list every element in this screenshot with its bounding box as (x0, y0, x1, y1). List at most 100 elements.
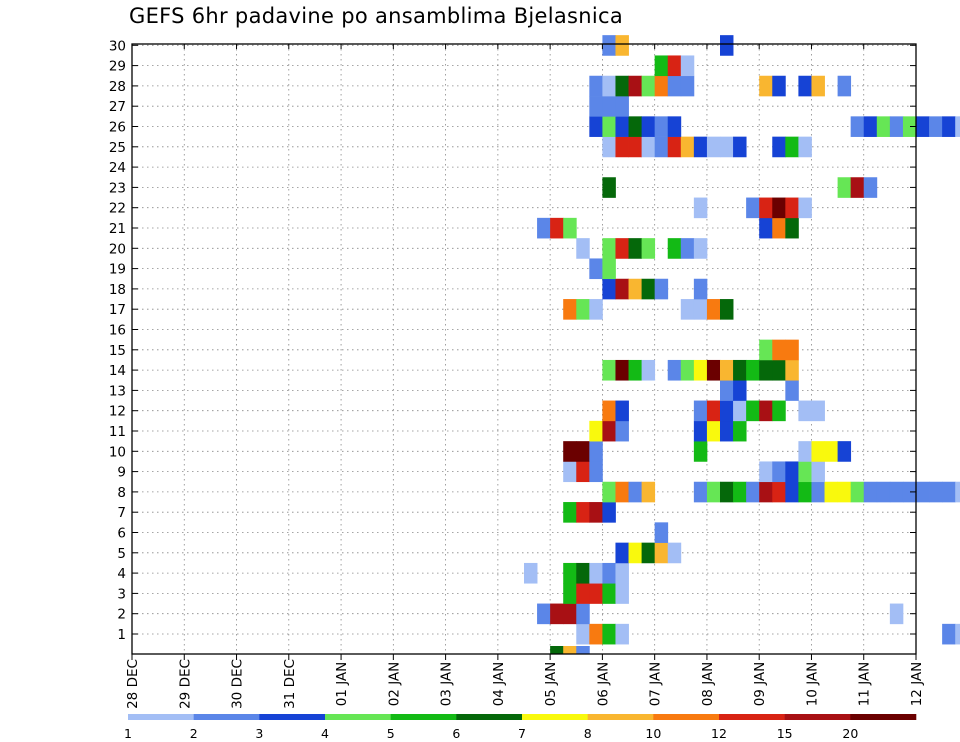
heatmap-cell (772, 75, 786, 97)
colorbar-label: 15 (777, 726, 793, 741)
heatmap-cell (589, 258, 603, 280)
x-tick-label: 07 JAN (648, 662, 664, 707)
heatmap-cell (589, 96, 603, 117)
heatmap-cell (537, 603, 551, 625)
y-tick-label: 17 (109, 302, 126, 318)
colorbar-label: 1 (124, 726, 132, 741)
heatmap-cell (733, 136, 747, 158)
y-tick-label: 10 (109, 444, 126, 460)
heatmap-cell (602, 177, 616, 198)
heatmap-cell (785, 217, 799, 239)
heatmap-cell (916, 481, 930, 503)
heatmap-cell (615, 562, 629, 584)
heatmap-cell (759, 481, 773, 503)
heatmap-cell (628, 238, 642, 259)
heatmap-cell (863, 481, 878, 503)
colorbar-swatch (653, 714, 720, 720)
heatmap-cell (602, 136, 616, 158)
heatmap-cell (576, 603, 590, 625)
heatmap-cell (720, 299, 734, 320)
heatmap-cell (576, 461, 590, 483)
colorbar-label: 8 (584, 726, 592, 741)
x-tick-label: 31 DEC (282, 659, 298, 709)
heatmap-cell (641, 238, 656, 259)
colorbar-swatch (784, 714, 851, 720)
heatmap-cell (563, 562, 577, 584)
heatmap-cell (680, 238, 695, 259)
heatmap-cell (746, 400, 760, 422)
heatmap-cell (615, 542, 629, 564)
colorbar-swatch (522, 714, 588, 720)
heatmap-cell (785, 339, 799, 361)
heatmap-cell (602, 420, 616, 442)
heatmap-cell (589, 583, 603, 604)
heatmap-cell (785, 359, 799, 381)
heatmap-cell (628, 136, 642, 158)
heatmap-cell (733, 359, 747, 381)
heatmap-cell (576, 299, 590, 320)
heatmap-cell (693, 299, 708, 320)
heatmap-cell (902, 116, 917, 137)
heatmap-cell (563, 299, 577, 320)
heatmap-cell (602, 258, 616, 280)
y-tick-label: 4 (117, 566, 126, 582)
heatmap-cell (615, 420, 629, 442)
heatmap-cell (550, 217, 564, 239)
heatmap-cell (759, 359, 773, 381)
heatmap-cell (576, 502, 590, 523)
heatmap-cell (680, 75, 695, 97)
colorbar-swatch (259, 714, 326, 720)
heatmap-cell (706, 136, 721, 158)
heatmap-cell (929, 481, 943, 503)
heatmap-cell (798, 441, 812, 462)
x-tick-label: 29 DEC (177, 659, 193, 709)
heatmap-cell (759, 339, 773, 361)
heatmap-cell (850, 116, 865, 137)
heatmap-cell (589, 461, 603, 483)
y-tick-label: 2 (117, 607, 126, 623)
heatmap-cell (759, 461, 773, 483)
heatmap-cell (889, 603, 904, 625)
heatmap-cell (693, 481, 708, 503)
heatmap-cell (576, 238, 590, 259)
y-tick-label: 16 (109, 323, 126, 339)
heatmap-cell (654, 55, 669, 77)
heatmap-cell (563, 461, 577, 483)
heatmap-cell (693, 136, 708, 158)
heatmap-cell (654, 136, 669, 158)
heatmap-cell (641, 542, 656, 564)
heatmap-cell (589, 116, 603, 137)
heatmap-cell (693, 278, 708, 300)
heatmap-cell (641, 278, 656, 300)
heatmap-cell (720, 136, 734, 158)
colorbar-label: 5 (387, 726, 395, 741)
heatmap-cell (955, 116, 960, 137)
heatmap-cell (785, 197, 799, 219)
heatmap-cell (602, 359, 616, 381)
heatmap-cell (837, 75, 852, 97)
heatmap-cell (602, 278, 616, 300)
heatmap-cell (667, 116, 682, 137)
heatmap-cell (615, 35, 629, 56)
heatmap-cell (563, 441, 577, 462)
heatmap-cell (772, 339, 786, 361)
y-tick-label: 12 (109, 404, 126, 420)
heatmap-cell (563, 603, 577, 625)
heatmap-cell (706, 420, 721, 442)
y-tick-label: 6 (117, 526, 126, 542)
y-tick-label: 24 (109, 160, 126, 176)
heatmap-cell (759, 75, 773, 97)
heatmap-cell (798, 136, 812, 158)
y-tick-label: 18 (109, 282, 126, 298)
heatmap-cell (798, 481, 812, 503)
y-tick-label: 23 (109, 180, 126, 196)
heatmap-cell (693, 359, 708, 381)
heatmap-cell (785, 380, 799, 401)
heatmap-cell (916, 116, 930, 137)
heatmap-cell (902, 481, 917, 503)
colorbar-label: 3 (255, 726, 263, 741)
heatmap-cell (628, 542, 642, 564)
colorbar-label: 10 (645, 726, 661, 741)
colorbar-label: 4 (321, 726, 329, 741)
